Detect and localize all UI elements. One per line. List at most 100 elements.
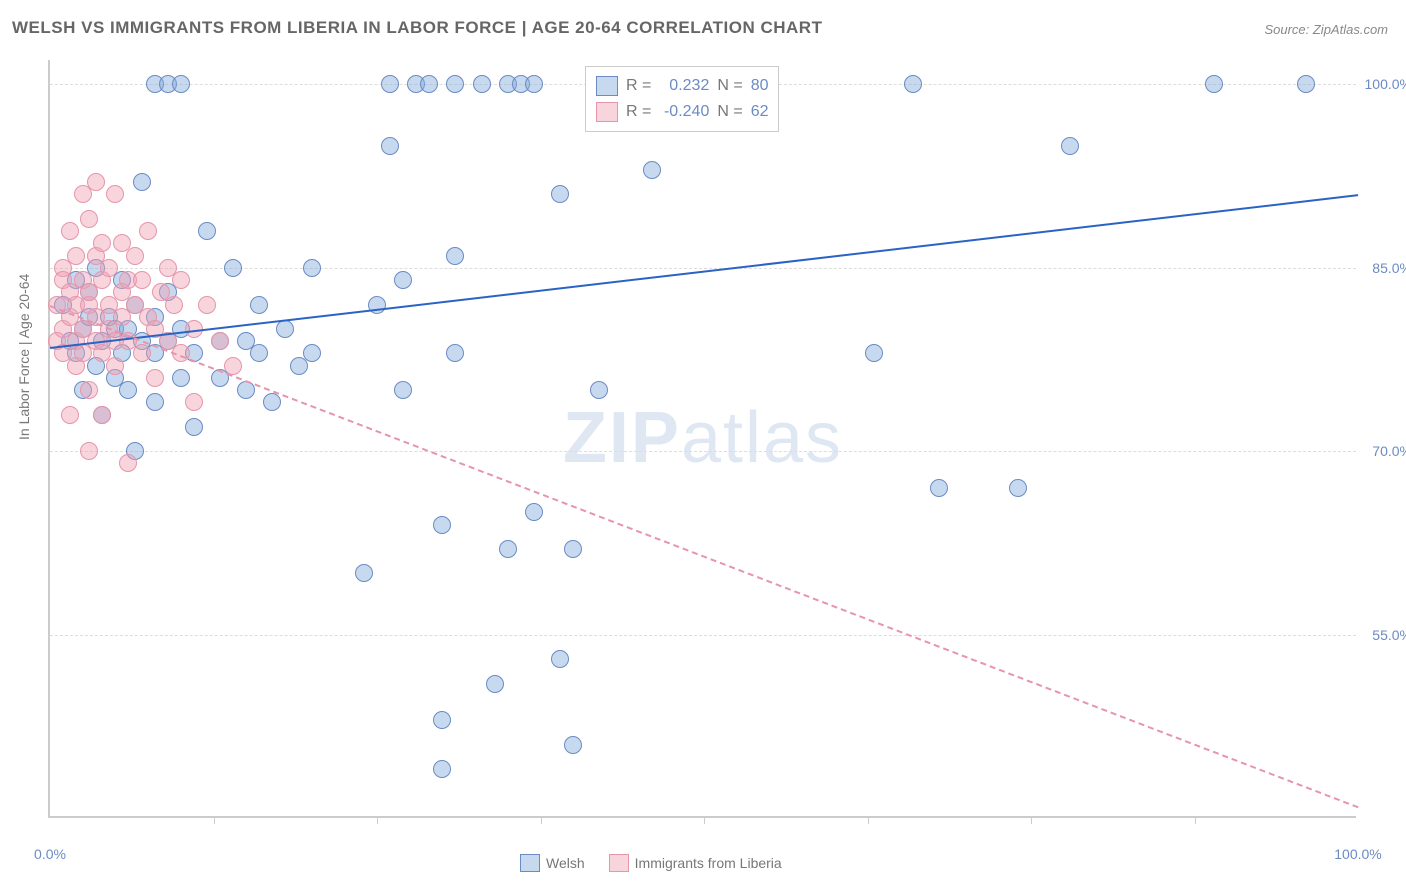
data-point (446, 75, 464, 93)
data-point (146, 393, 164, 411)
ytick-label: 70.0% (1372, 443, 1406, 459)
r-label: R = (626, 103, 651, 121)
stats-row: R =-0.240N =62 (596, 99, 768, 125)
xtick-label: 0.0% (34, 846, 66, 862)
data-point (303, 259, 321, 277)
legend: WelshImmigrants from Liberia (520, 854, 782, 872)
r-value: 0.232 (659, 77, 709, 95)
data-point (133, 344, 151, 362)
data-point (394, 271, 412, 289)
data-point (525, 503, 543, 521)
data-point (865, 344, 883, 362)
r-label: R = (626, 77, 651, 95)
n-label: N = (717, 103, 742, 121)
trend-line (50, 194, 1358, 349)
n-label: N = (717, 77, 742, 95)
data-point (198, 222, 216, 240)
n-value: 62 (751, 103, 769, 121)
data-point (61, 222, 79, 240)
data-point (276, 320, 294, 338)
legend-swatch (520, 854, 540, 872)
data-point (433, 711, 451, 729)
data-point (172, 271, 190, 289)
xtick-mark (1195, 818, 1196, 824)
gridline-h (50, 635, 1356, 636)
data-point (211, 332, 229, 350)
data-point (106, 185, 124, 203)
data-point (433, 760, 451, 778)
data-point (250, 344, 268, 362)
data-point (525, 75, 543, 93)
data-point (499, 540, 517, 558)
plot-area: ZIPatlas 55.0%70.0%85.0%100.0%0.0%100.0% (48, 60, 1356, 818)
data-point (1061, 137, 1079, 155)
data-point (564, 540, 582, 558)
data-point (133, 173, 151, 191)
legend-swatch (596, 102, 618, 122)
data-point (394, 381, 412, 399)
data-point (446, 344, 464, 362)
data-point (93, 406, 111, 424)
xtick-mark (1031, 818, 1032, 824)
data-point (106, 357, 124, 375)
chart-title: WELSH VS IMMIGRANTS FROM LIBERIA IN LABO… (12, 18, 822, 38)
data-point (93, 234, 111, 252)
data-point (250, 296, 268, 314)
data-point (420, 75, 438, 93)
data-point (486, 675, 504, 693)
n-value: 80 (751, 77, 769, 95)
stats-legend: R =0.232N =80R =-0.240N =62 (585, 66, 779, 132)
data-point (643, 161, 661, 179)
data-point (381, 137, 399, 155)
ytick-label: 100.0% (1365, 76, 1406, 92)
data-point (185, 418, 203, 436)
data-point (133, 271, 151, 289)
data-point (551, 650, 569, 668)
data-point (172, 75, 190, 93)
gridline-h (50, 451, 1356, 452)
data-point (303, 344, 321, 362)
legend-swatch (596, 76, 618, 96)
data-point (1297, 75, 1315, 93)
data-point (355, 564, 373, 582)
data-point (904, 75, 922, 93)
data-point (172, 369, 190, 387)
legend-swatch (609, 854, 629, 872)
legend-item: Immigrants from Liberia (609, 854, 782, 872)
data-point (1205, 75, 1223, 93)
data-point (165, 296, 183, 314)
xtick-mark (377, 818, 378, 824)
data-point (126, 247, 144, 265)
ytick-label: 85.0% (1372, 260, 1406, 276)
data-point (87, 173, 105, 191)
data-point (224, 259, 242, 277)
data-point (433, 516, 451, 534)
data-point (198, 296, 216, 314)
data-point (100, 259, 118, 277)
stats-row: R = 0.232 N = 80 (596, 73, 768, 99)
data-point (139, 222, 157, 240)
data-point (446, 247, 464, 265)
data-point (61, 406, 79, 424)
data-point (590, 381, 608, 399)
data-point (473, 75, 491, 93)
gridline-h (50, 268, 1356, 269)
data-point (263, 393, 281, 411)
chart-container: WELSH VS IMMIGRANTS FROM LIBERIA IN LABO… (0, 0, 1406, 892)
data-point (564, 736, 582, 754)
data-point (67, 247, 85, 265)
data-point (80, 442, 98, 460)
xtick-label: 100.0% (1334, 846, 1381, 862)
data-point (930, 479, 948, 497)
data-point (80, 381, 98, 399)
y-axis-label: In Labor Force | Age 20-64 (16, 274, 32, 440)
data-point (146, 369, 164, 387)
watermark: ZIPatlas (563, 397, 843, 479)
xtick-mark (541, 818, 542, 824)
xtick-mark (704, 818, 705, 824)
xtick-mark (868, 818, 869, 824)
legend-label: Immigrants from Liberia (635, 855, 782, 871)
source-label: Source: ZipAtlas.com (1264, 22, 1388, 37)
data-point (119, 454, 137, 472)
data-point (80, 210, 98, 228)
